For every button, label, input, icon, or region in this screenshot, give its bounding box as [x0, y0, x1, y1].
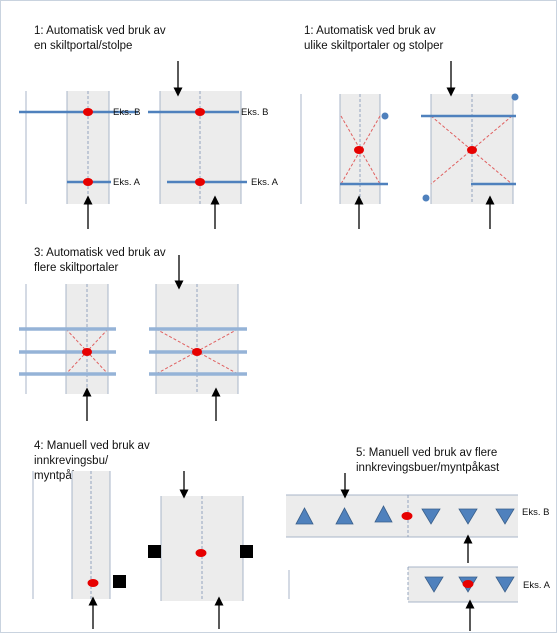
- camera-post: [381, 112, 389, 120]
- section-1-left-title-line1: 1: Automatisk ved bruk av: [34, 25, 166, 37]
- section-1-left-title: 1: Automatisk ved bruk av en skiltportal…: [34, 24, 166, 54]
- section-3-diagram: [19, 255, 247, 421]
- charging-point: [401, 512, 413, 520]
- section-1-left-title-line2: en skiltportal/stolpe: [34, 40, 133, 52]
- charging-point: [192, 348, 202, 356]
- section-5-title: 5: Manuell ved bruk av flere innkrevings…: [356, 446, 499, 476]
- section-1-right-title: 1: Automatisk ved bruk av ulike skiltpor…: [304, 24, 443, 54]
- section-3-title-line1: 3: Automatisk ved bruk av: [34, 247, 166, 259]
- example-b-label: Eks. B: [241, 107, 268, 118]
- toll-lane-down-triangle: [424, 576, 444, 593]
- section-3-title: 3: Automatisk ved bruk av flere skiltpor…: [34, 246, 166, 276]
- section-3-title-line2: flere skiltportaler: [34, 262, 119, 274]
- charging-point: [82, 348, 92, 356]
- charging-point: [195, 178, 205, 186]
- charging-point: [462, 580, 474, 588]
- section-4-diagram: [32, 471, 253, 629]
- section-1-right-title-line1: 1: Automatisk ved bruk av: [304, 25, 436, 37]
- charging-point: [195, 549, 207, 557]
- example-b-label: Eks. B: [522, 507, 549, 518]
- road-surface: [160, 91, 241, 204]
- charging-point: [83, 178, 93, 186]
- example-b-label: Eks. B: [113, 107, 140, 118]
- toll-booth: [148, 545, 161, 558]
- charging-point: [467, 146, 477, 154]
- camera-post: [511, 93, 519, 101]
- toll-lane-down-triangle: [458, 508, 478, 525]
- toll-lane-up-triangle: [295, 507, 314, 525]
- example-a-label: Eks. A: [251, 177, 279, 188]
- section-5-title-line2: innkrevingsbuer/myntpåkast: [356, 462, 500, 474]
- charging-point: [195, 108, 205, 116]
- charging-point: [87, 579, 99, 587]
- detection-line: [340, 115, 381, 185]
- toll-booth: [240, 545, 253, 558]
- camera-post: [422, 194, 430, 202]
- charging-point: [83, 108, 93, 116]
- section-4-title-line1: 4: Manuell ved bruk av: [34, 440, 150, 452]
- charging-point: [354, 146, 364, 154]
- example-a-label: Eks. A: [523, 580, 551, 591]
- toll-booth: [113, 575, 126, 588]
- section-4-title-line2: innkrevingsbu/: [34, 455, 109, 467]
- toll-lane-down-triangle: [495, 576, 515, 593]
- section-5-diagram: Eks. B Eks. A: [286, 473, 551, 631]
- detection-line: [340, 115, 381, 185]
- example-a-label: Eks. A: [113, 177, 141, 188]
- toll-lane-up-triangle: [335, 507, 354, 525]
- section-1-right-title-line2: ulike skiltportaler og stolper: [304, 40, 444, 52]
- section-5-title-line1: 5: Manuell ved bruk av flere: [356, 447, 498, 459]
- toll-lane-down-triangle: [421, 508, 441, 525]
- section-1-left-diagram: Eks. B Eks. A Eks. B Eks. A: [19, 61, 279, 229]
- toll-lane-down-triangle: [495, 508, 515, 525]
- toll-lane-up-triangle: [374, 505, 393, 523]
- section-1-right-diagram: [300, 61, 519, 229]
